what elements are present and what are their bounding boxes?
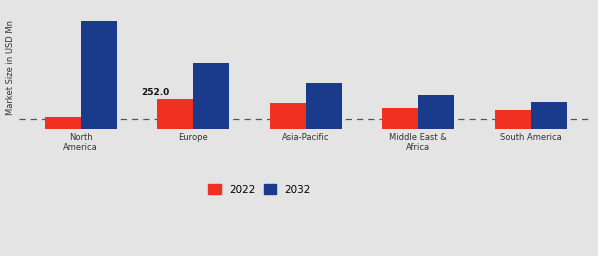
Y-axis label: Market Size in USD Mn: Market Size in USD Mn xyxy=(5,19,14,114)
Bar xyxy=(45,117,81,129)
Bar xyxy=(157,99,193,129)
Bar xyxy=(306,83,341,129)
Bar xyxy=(495,110,530,129)
Bar xyxy=(418,95,454,129)
Bar xyxy=(382,108,418,129)
Bar xyxy=(530,102,566,129)
Text: 252.0: 252.0 xyxy=(141,88,169,97)
Bar xyxy=(193,63,229,129)
Bar xyxy=(81,21,117,129)
Bar xyxy=(270,103,306,129)
Legend: 2022, 2032: 2022, 2032 xyxy=(208,184,311,195)
